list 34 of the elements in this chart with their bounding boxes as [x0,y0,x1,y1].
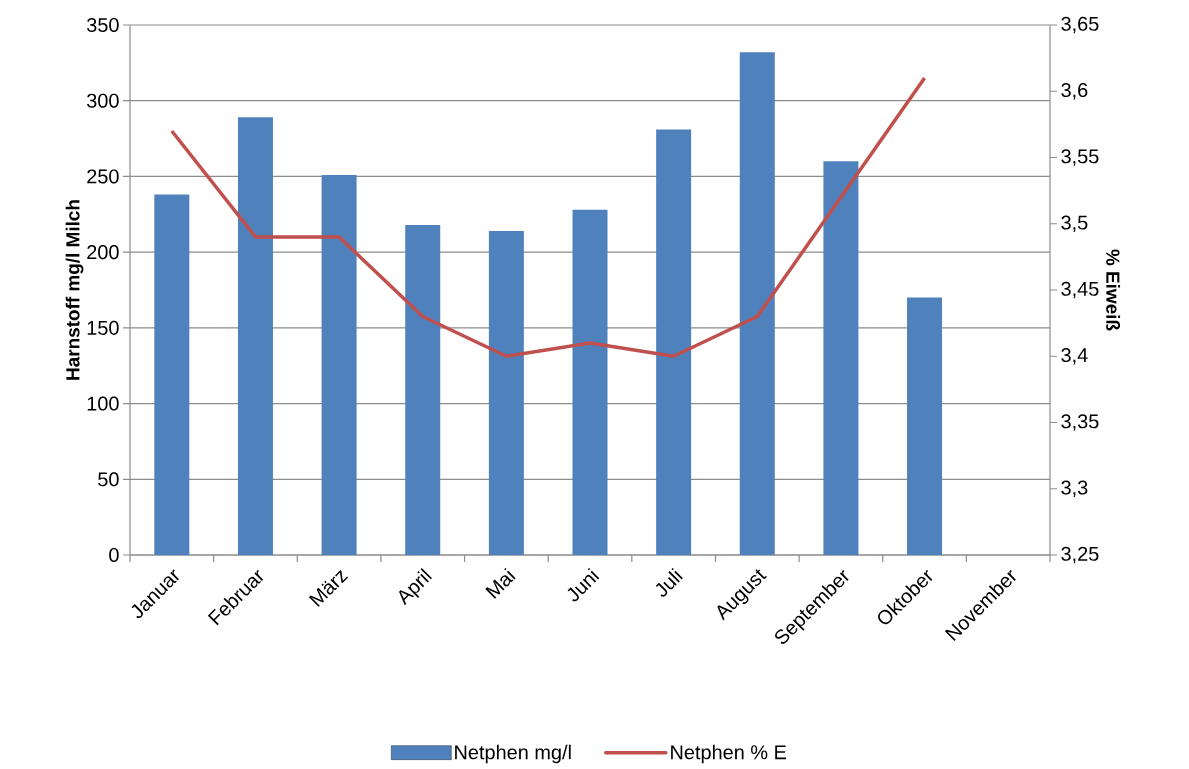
bar [572,209,608,555]
y2-tick-label: 3,3 [1061,480,1088,497]
legend-label: Netphen mg/l [455,744,571,764]
legend-label: Netphen % E [671,744,787,764]
bar [321,174,357,555]
y2-tick-label: 3,6 [1061,83,1088,100]
y-tick-label: 200 [87,245,119,260]
y2-axis-title: % Eiweiß [1106,249,1121,331]
y2-tick-label: 3,5 [1061,215,1088,232]
y2-tick-label: 3,65 [1061,16,1099,34]
line-series [170,76,927,358]
y-tick-label: 250 [87,169,119,184]
bar [154,194,190,555]
bar [405,224,441,555]
x-tick-label: Mai [485,567,516,599]
y2-tick-label: 3,25 [1061,546,1099,564]
bar [739,52,775,555]
y-tick-label: 350 [87,17,119,33]
y-tick-label: 300 [87,93,119,108]
bar [656,129,692,555]
y2-tick-label: 3,45 [1061,281,1099,299]
x-tick-label: Juli [655,567,683,597]
bar [907,297,943,555]
y-tick-label: 0 [109,547,119,563]
y-tick-label: 50 [98,472,119,487]
y2-tick-label: 3,35 [1061,414,1099,431]
y-axis-title: Harnstoff mg/l Milch [65,200,84,380]
bar [488,230,524,555]
y-tick-label: 150 [87,320,119,335]
bar [823,161,859,555]
y2-tick-label: 3,55 [1061,149,1099,166]
y2-tick-label: 3,4 [1061,348,1088,365]
bar [237,117,273,555]
y-tick-label: 100 [87,396,119,411]
